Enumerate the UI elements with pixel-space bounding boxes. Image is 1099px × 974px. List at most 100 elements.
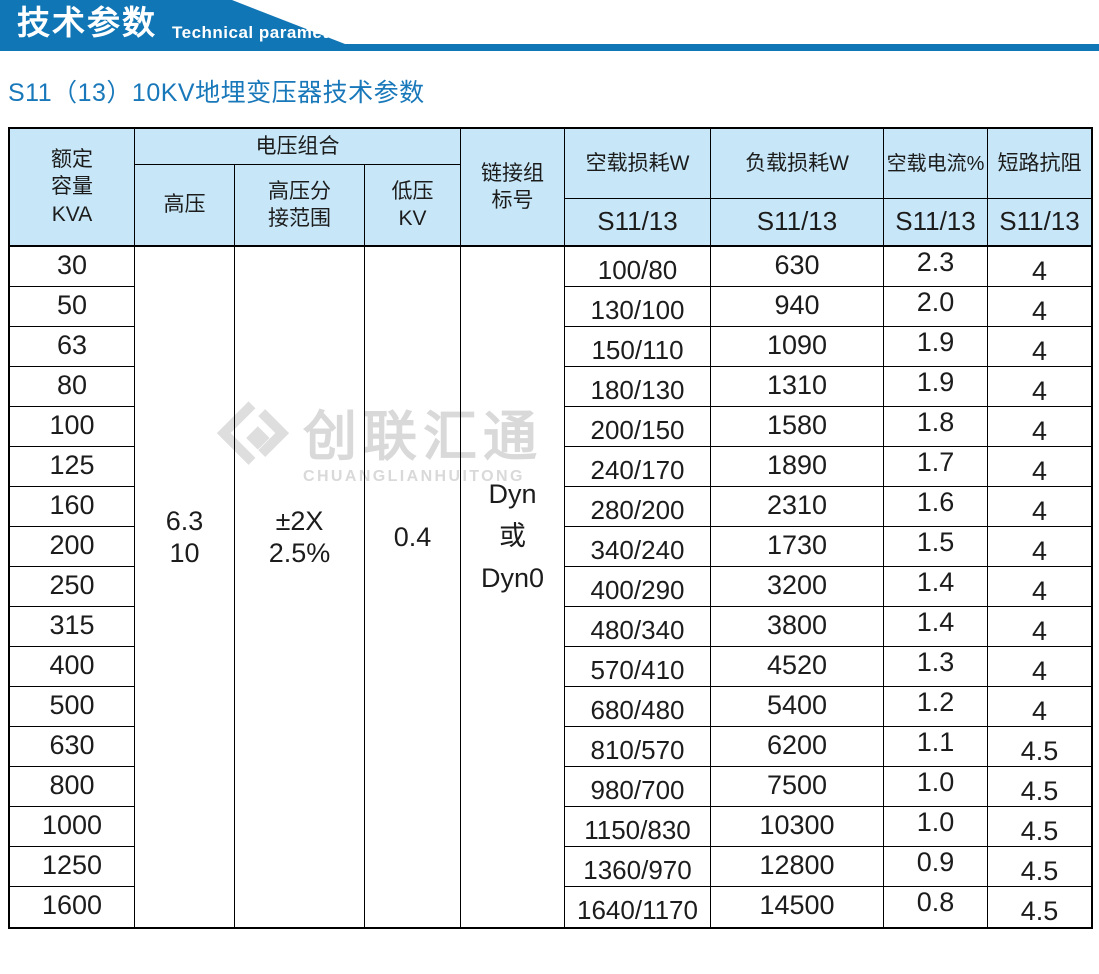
table-cell-impedance: 4.5 <box>1020 896 1059 926</box>
table-cell-impedance: 4.5 <box>988 727 1091 767</box>
header-rated-capacity: 额定 容量 KVA <box>10 129 135 247</box>
table-cell-current: 1.4 <box>884 607 988 647</box>
table-cell-kva: 315 <box>10 607 135 647</box>
table-cell-impedance: 4.5 <box>988 807 1091 847</box>
table-cell-load: 940 <box>711 287 884 327</box>
header-short-circuit-impedance: 短路抗阻 <box>988 129 1091 199</box>
table-cell-current: 1.2 <box>884 687 988 727</box>
cell-hv-value: 6.3 10 <box>135 247 235 927</box>
hv-value-text: 6.3 10 <box>165 505 204 568</box>
watermark: 创联汇通 CHUANGLIANHUITONG <box>213 398 543 486</box>
header-banner: 技术参数 Technical parameter <box>0 0 1099 51</box>
table-cell-kva: 30 <box>10 247 135 287</box>
table-cell-load: 1090 <box>711 327 884 367</box>
table-cell-no_load: 480/340 <box>565 607 711 647</box>
table-cell-kva: 800 <box>10 767 135 807</box>
table-cell-no_load: 130/100 <box>565 287 711 327</box>
table-cell-impedance: 4.5 <box>988 767 1091 807</box>
table-cell-impedance: 4 <box>988 247 1091 287</box>
watermark-company-name-en: CHUANGLIANHUITONG <box>303 468 525 485</box>
table-cell-kva: 250 <box>10 567 135 607</box>
table-cell-current: 1.3 <box>884 647 988 687</box>
table-cell-no_load: 150/110 <box>565 327 711 367</box>
table-cell-kva: 1000 <box>10 807 135 847</box>
table-cell-load: 3800 <box>711 607 884 647</box>
table-cell-load: 6200 <box>711 727 884 767</box>
table-cell-load: 4520 <box>711 647 884 687</box>
table-cell-impedance: 4 <box>988 647 1091 687</box>
table-cell-current: 1.7 <box>884 447 988 487</box>
table-cell-no_load: 200/150 <box>565 407 711 447</box>
table-cell-load: 1580 <box>711 407 884 447</box>
table-cell-load: 7500 <box>711 767 884 807</box>
table-cell-load: 1890 <box>711 447 884 487</box>
header-model-s11-13: S11/13 <box>711 199 884 247</box>
table-cell-impedance: 4 <box>988 447 1091 487</box>
table-cell-kva: 125 <box>10 447 135 487</box>
table-cell-load: 12800 <box>711 847 884 887</box>
header-no-load-loss: 空载损耗W <box>565 129 711 199</box>
table-cell-no_load: 340/240 <box>565 527 711 567</box>
table-cell-current: 0.8 <box>884 887 988 927</box>
table-cell-current: 1.0 <box>884 807 988 847</box>
tap-range-value-text: ±2X 2.5% <box>268 505 331 568</box>
table-cell-impedance: 4 <box>988 567 1091 607</box>
table-cell-load: 5400 <box>711 687 884 727</box>
header-voltage-combination: 电压组合 <box>135 129 461 165</box>
table-cell-current: 1.9 <box>884 367 988 407</box>
table-cell-impedance: 4.5 <box>988 847 1091 887</box>
table-cell-kva: 1250 <box>10 847 135 887</box>
lv-value-text: 0.4 <box>393 521 432 552</box>
table-cell-load: 3200 <box>711 567 884 607</box>
table-cell-no_load: 180/130 <box>565 367 711 407</box>
table-cell-impedance: 4 <box>988 607 1091 647</box>
header-low-voltage-kv: 低压 KV <box>365 165 461 247</box>
table-cell-load: 10300 <box>711 807 884 847</box>
table-cell-current: 2.0 <box>884 287 988 327</box>
table-cell-no_load: 280/200 <box>565 487 711 527</box>
table-cell-no_load: 400/290 <box>565 567 711 607</box>
table-wrap: 创联汇通 CHUANGLIANHUITONG 额定 容量 KVA 电压组合 高压… <box>8 127 1093 929</box>
table-cell-load: 630 <box>711 247 884 287</box>
header-connection-group: 链接组 标号 <box>461 129 565 247</box>
table-cell-no_load: 1150/830 <box>565 807 711 847</box>
table-cell-kva: 160 <box>10 487 135 527</box>
header-load-loss: 负载损耗W <box>711 129 884 199</box>
table-cell-no_load: 680/480 <box>565 687 711 727</box>
table-cell-no_load: 810/570 <box>565 727 711 767</box>
table-cell-current: 1.8 <box>884 407 988 447</box>
watermark-text: 创联汇通 CHUANGLIANHUITONG <box>303 398 543 486</box>
table-cell-current: 0.9 <box>884 847 988 887</box>
table-cell-current: 1.9 <box>884 327 988 367</box>
table-cell-current: 1.6 <box>884 487 988 527</box>
header-model-s11-13: S11/13 <box>884 199 988 247</box>
page-title: S11（13）10KV地埋变压器技术参数 <box>8 79 425 107</box>
table-cell-impedance: 4 <box>988 367 1091 407</box>
header-model-s11-13: S11/13 <box>565 199 711 247</box>
watermark-company-name: 创联汇通 <box>303 407 543 467</box>
table-cell-kva: 1600 <box>10 887 135 927</box>
table-cell-impedance: 4 <box>988 287 1091 327</box>
table-cell-kva: 630 <box>10 727 135 767</box>
table-cell-impedance: 4 <box>988 487 1091 527</box>
table-cell-impedance: 4 <box>988 327 1091 367</box>
parameters-table: 额定 容量 KVA 电压组合 高压 高压分 接范围 低压 KV 链接组 标号 空… <box>8 127 1093 929</box>
table-cell-kva: 63 <box>10 327 135 367</box>
table-cell-load: 1730 <box>711 527 884 567</box>
table-cell-load: 1310 <box>711 367 884 407</box>
table-cell-kva: 200 <box>10 527 135 567</box>
header-model-s11-13: S11/13 <box>988 199 1091 247</box>
table-cell-kva: 500 <box>10 687 135 727</box>
cell-lv-value: 0.4 <box>365 247 461 927</box>
header-high-voltage: 高压 <box>135 165 235 247</box>
company-logo-icon <box>216 401 290 465</box>
cell-connection-value: Dyn 或 Dyn0 <box>461 247 565 927</box>
table-cell-current: 1.0 <box>884 767 988 807</box>
table-cell-kva: 80 <box>10 367 135 407</box>
banner-title: 技术参数 <box>17 4 157 41</box>
table-cell-current: 2.3 <box>884 247 988 287</box>
table-cell-no_load: 980/700 <box>565 767 711 807</box>
table-cell-impedance: 4 <box>988 687 1091 727</box>
banner-underline-bar <box>0 44 1099 51</box>
header-hv-tapping-range: 高压分 接范围 <box>235 165 365 247</box>
